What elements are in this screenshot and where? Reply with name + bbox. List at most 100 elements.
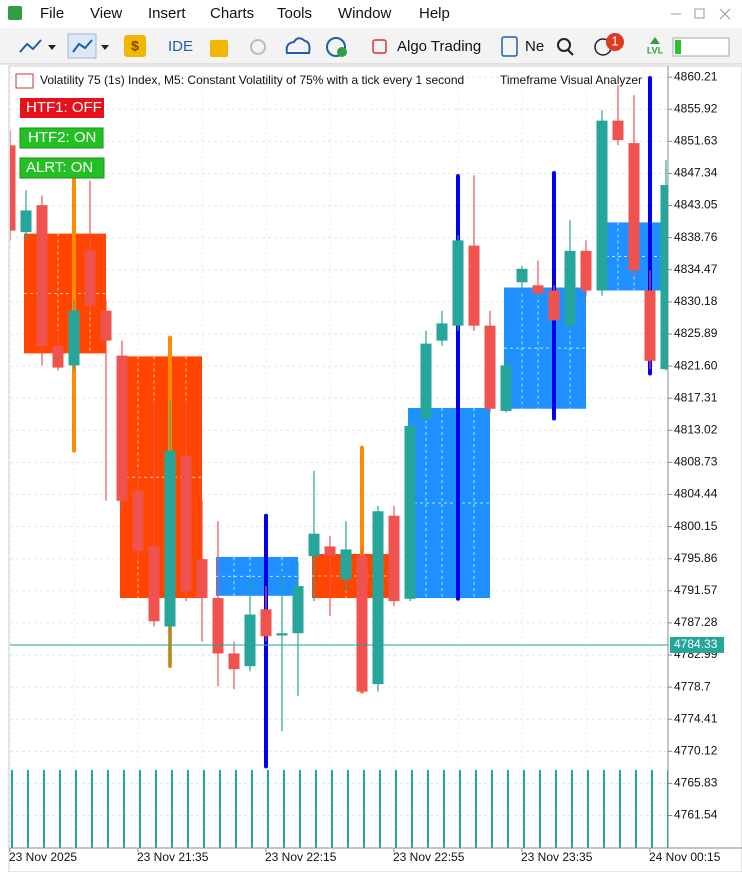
menu-bar <box>0 0 742 28</box>
y-tick-label: 4847.34 <box>674 166 718 180</box>
candle-body <box>500 365 512 411</box>
x-tick-label: 23 Nov 23:35 <box>521 850 593 864</box>
y-tick-label: 4778.7 <box>674 679 711 693</box>
y-tick-label: 4821.60 <box>674 358 718 372</box>
y-tick-label: 4800.15 <box>674 519 718 533</box>
dropdown[interactable] <box>101 45 109 50</box>
notification-badge <box>606 33 624 51</box>
y-tick-label: 4787.28 <box>674 615 718 629</box>
candle-body <box>660 184 668 370</box>
cloud-icon[interactable] <box>285 37 311 54</box>
y-tick-label: 4838.76 <box>674 230 718 244</box>
y-tick-label: 4860.21 <box>674 69 718 83</box>
htf2-button[interactable] <box>19 127 104 149</box>
symbol-info: Volatility 75 (1s) Index, M5: Constant V… <box>40 73 464 87</box>
level-meter <box>672 37 730 57</box>
y-tick-label: 4825.89 <box>674 326 718 340</box>
candle-body <box>228 653 240 670</box>
vps-badge <box>337 47 347 57</box>
candle-body <box>644 290 656 361</box>
current-price-label: 4784.33 <box>674 637 718 651</box>
y-tick-label: 4791.57 <box>674 583 718 597</box>
candle-body <box>612 120 624 141</box>
x-tick-label: 23 Nov 2025 <box>9 850 77 864</box>
menu-item[interactable]: View <box>90 5 122 22</box>
y-tick-label: 4804.44 <box>674 487 718 501</box>
candle-body <box>292 586 304 634</box>
menu-item[interactable]: File <box>40 5 64 22</box>
current-price-box <box>670 636 724 653</box>
htf1-button[interactable] <box>20 98 104 118</box>
menu-item[interactable]: Insert <box>148 5 186 22</box>
x-tick-label: 23 Nov 22:15 <box>265 850 337 864</box>
new-order-button[interactable]: Ne <box>525 38 544 55</box>
candle-body <box>68 310 80 366</box>
chart-tool-icon <box>72 39 93 53</box>
menu-item[interactable]: Charts <box>210 5 254 22</box>
vps-icon[interactable] <box>326 37 346 57</box>
candle-body <box>164 450 176 627</box>
alert-label[interactable]: ALRT: ON <box>26 159 93 176</box>
y-tick-label: 4774.41 <box>674 711 718 725</box>
candle-body <box>244 614 256 667</box>
new-order-icon[interactable] <box>501 36 518 57</box>
menu-item[interactable]: Window <box>338 5 392 22</box>
candle-body <box>308 533 320 557</box>
ide-button[interactable]: IDE <box>168 38 193 55</box>
candle-body <box>388 515 400 602</box>
y-tick-label: 4830.18 <box>674 294 718 308</box>
plot-area <box>10 75 668 848</box>
candle-body <box>532 285 544 294</box>
candle-body <box>180 455 192 592</box>
candle-body <box>628 143 640 271</box>
line-tool[interactable] <box>19 39 42 53</box>
candle-body <box>580 250 592 291</box>
candle-body <box>548 290 560 321</box>
menu-item[interactable]: Help <box>419 5 450 22</box>
y-tick-label: 4765.83 <box>674 776 718 790</box>
shop-icon[interactable] <box>210 40 228 57</box>
y-tick-label: 4770.12 <box>674 743 718 757</box>
candle-body <box>196 559 208 599</box>
search-handle <box>567 49 574 56</box>
algo-trading-button[interactable]: Algo Trading <box>397 38 481 55</box>
close[interactable] <box>719 8 731 20</box>
y-tick-label: 4855.92 <box>674 101 718 115</box>
axes: 4860.21 4855.92 4851.63 4847.34 4843.05 4838.… <box>9 69 724 864</box>
candle-body <box>132 491 144 551</box>
y-tick-label: 4813.02 <box>674 422 718 436</box>
dollar-sign: $ <box>131 38 139 54</box>
level-label: LVL <box>647 45 664 55</box>
candle-body <box>260 609 272 637</box>
candle-body <box>324 546 336 557</box>
notification-count: 1 <box>611 33 618 48</box>
candle-body <box>596 120 608 291</box>
candle-body <box>148 546 160 622</box>
algo-checkbox[interactable] <box>372 39 387 54</box>
candle-body <box>340 549 352 580</box>
menu-item[interactable]: Tools <box>277 5 312 22</box>
signals-icon[interactable] <box>250 39 266 55</box>
y-tick-label: 4851.63 <box>674 134 718 148</box>
level-icon[interactable] <box>650 37 660 44</box>
x-tick-label: 24 Nov 00:15 <box>649 850 721 864</box>
market-icon[interactable] <box>124 35 146 57</box>
candle-body <box>436 323 448 341</box>
candle-body <box>484 325 496 409</box>
x-tick-label: 23 Nov 22:55 <box>393 850 465 864</box>
level-meter-fill <box>675 40 681 54</box>
candle-body <box>116 355 128 501</box>
candle-body <box>356 556 368 692</box>
alert-button[interactable] <box>19 157 105 179</box>
htf2-label[interactable]: HTF2: ON <box>28 129 96 146</box>
indicator-name: Timeframe Visual Analyzer <box>500 73 642 87</box>
candle-body <box>420 343 432 419</box>
restore[interactable] <box>694 8 705 19</box>
candle-body <box>52 345 64 368</box>
dropdown[interactable] <box>48 45 56 50</box>
app-icon <box>8 6 22 20</box>
htf1-label[interactable]: HTF1: OFF <box>26 99 102 116</box>
search-icon[interactable] <box>557 38 571 52</box>
candle-body <box>516 268 528 283</box>
candle-body <box>468 245 480 326</box>
